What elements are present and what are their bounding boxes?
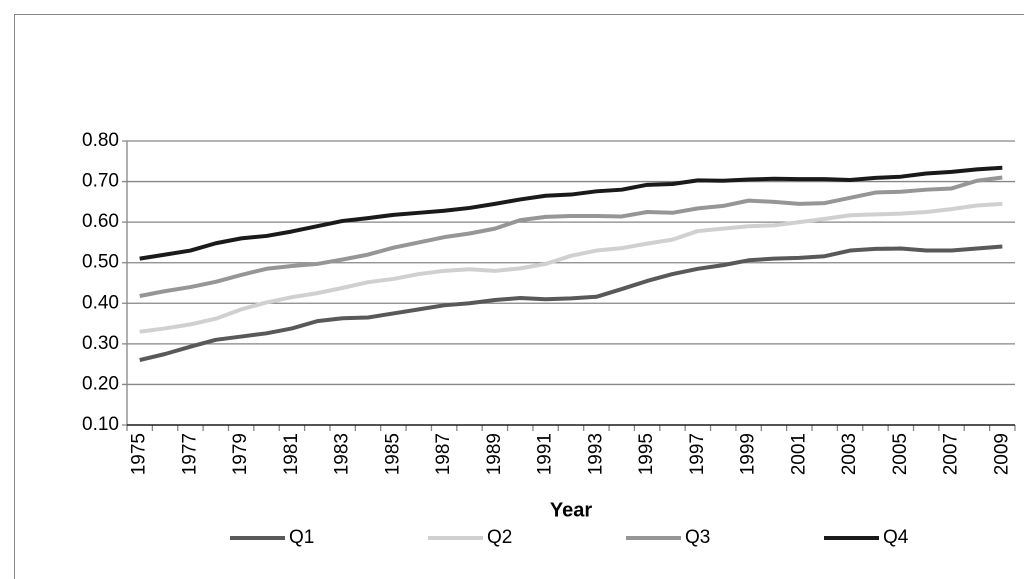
x-tick-label: 1997: [687, 433, 708, 475]
x-tick-label: 1981: [281, 433, 302, 475]
series-line: [139, 175, 1003, 298]
series-line: [139, 244, 1003, 363]
x-tick-label: 2003: [839, 433, 860, 475]
x-tick-label: 1977: [179, 433, 200, 475]
series-line: [139, 201, 1003, 334]
x-tick-label: 1987: [433, 433, 454, 475]
x-tick-label: 2001: [788, 433, 809, 475]
y-tick-label: 0.50: [82, 252, 119, 273]
legend-label: Q3: [685, 527, 710, 548]
legend-label: Q1: [289, 527, 314, 548]
legend-label: Q2: [487, 527, 512, 548]
y-tick-label: 0.30: [82, 333, 119, 354]
x-tick-label: 1989: [484, 433, 505, 475]
x-tick-label: 1975: [129, 433, 150, 475]
series-line: [139, 165, 1003, 261]
y-tick-label: 0.80: [82, 130, 119, 151]
x-tick-label: 1991: [535, 433, 556, 475]
x-tick-label: 2007: [941, 433, 962, 475]
x-tick-label: 1993: [585, 433, 606, 475]
x-tick-label: 1985: [382, 433, 403, 475]
x-tick-label: 2009: [991, 433, 1012, 475]
x-tick-label: 1979: [230, 433, 251, 475]
y-tick-label: 0.10: [82, 414, 119, 435]
y-tick-label: 0.70: [82, 171, 119, 192]
y-tick-label: 0.40: [82, 292, 119, 313]
x-tick-label: 1999: [738, 433, 759, 475]
x-tick-label: 1995: [636, 433, 657, 475]
legend-label: Q4: [883, 527, 909, 548]
x-tick-label: 2005: [890, 433, 911, 475]
x-tick-label: 1983: [332, 433, 353, 475]
x-axis-title: Year: [550, 499, 592, 521]
y-tick-label: 0.20: [82, 373, 119, 394]
y-tick-label: 0.60: [82, 211, 119, 232]
